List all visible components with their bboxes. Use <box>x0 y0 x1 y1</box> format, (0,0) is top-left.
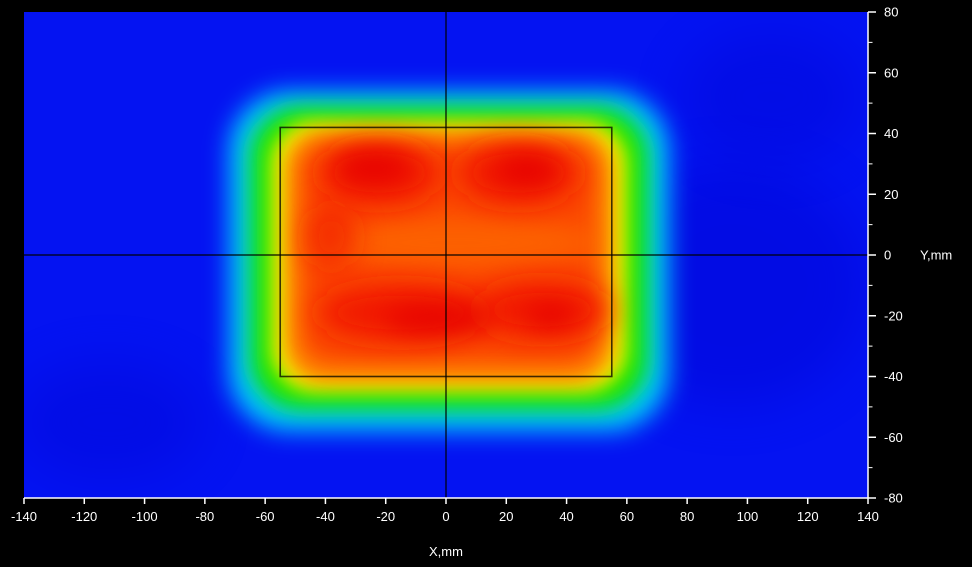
x-tick-label: -80 <box>195 509 214 524</box>
heatmap-plot-area[interactable] <box>12 12 868 498</box>
y-tick-label: -40 <box>884 369 903 384</box>
y-tick-label: -60 <box>884 430 903 445</box>
x-axis-title: X,mm <box>429 544 463 559</box>
x-tick-label: -120 <box>71 509 97 524</box>
x-tick-label: 40 <box>559 509 573 524</box>
peak-spot <box>527 303 576 328</box>
x-tick-label: -40 <box>316 509 335 524</box>
x-tick-label: -20 <box>376 509 395 524</box>
y-tick-label: -20 <box>884 308 903 323</box>
background-noise-blob <box>24 361 205 483</box>
y-tick-label: -80 <box>884 491 903 506</box>
x-tick-label: 0 <box>442 509 449 524</box>
x-tick-label: -140 <box>11 509 37 524</box>
hot-spot <box>307 206 356 268</box>
roi-rectangle[interactable] <box>279 126 613 378</box>
y-tick-label: 40 <box>884 126 898 141</box>
x-axis: -140 -120 -100 -80 -60 -40 -20 0 20 40 60 80 100 120 1… <box>11 497 879 524</box>
peak-spot <box>337 151 410 183</box>
x-tick-label: 100 <box>737 509 759 524</box>
crosshair[interactable] <box>24 12 868 498</box>
y-axis-title: Y,mm <box>920 248 952 263</box>
x-tick-label: -60 <box>256 509 275 524</box>
peak-spot <box>497 154 558 186</box>
peak-spot <box>385 303 495 334</box>
y-tick-label: 80 <box>884 5 898 20</box>
x-tick-label: 140 <box>857 509 879 524</box>
y-tick-label: 0 <box>884 248 891 263</box>
x-tick-label: 20 <box>499 509 513 524</box>
y-tick-label: 60 <box>884 65 898 80</box>
x-tick-label: -100 <box>132 509 158 524</box>
x-tick-label: 80 <box>680 509 694 524</box>
y-tick-label: 20 <box>884 187 898 202</box>
background-noise-blob <box>681 30 862 164</box>
y-axis: 80 60 40 20 0 -20 -40 -60 -80 <box>867 5 903 506</box>
x-tick-label: 60 <box>620 509 634 524</box>
x-tick-label: 120 <box>797 509 819 524</box>
